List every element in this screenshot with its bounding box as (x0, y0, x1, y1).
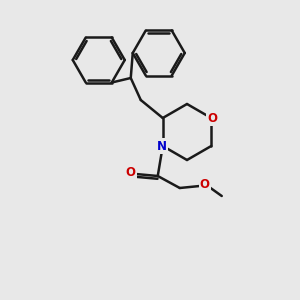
Text: O: O (207, 112, 217, 124)
Text: N: N (157, 140, 167, 152)
Text: O: O (200, 178, 210, 191)
Text: O: O (126, 167, 136, 179)
